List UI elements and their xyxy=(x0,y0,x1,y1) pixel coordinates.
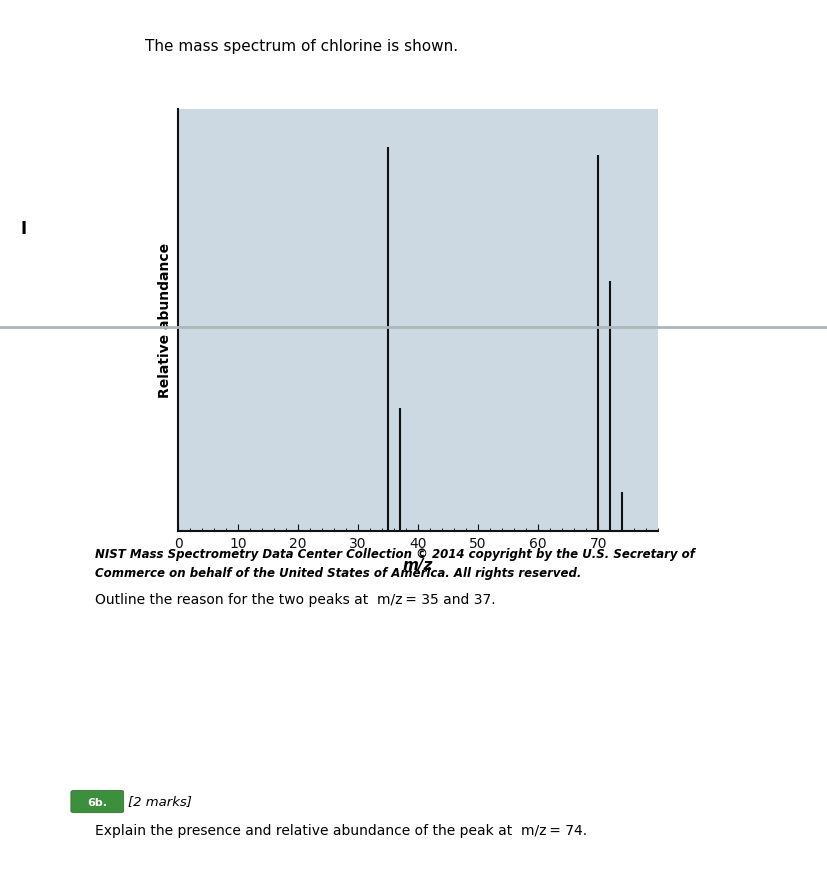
Y-axis label: Relative abundance: Relative abundance xyxy=(158,243,172,398)
Text: Outline the reason for the two peaks at  m/z = 35 and 37.: Outline the reason for the two peaks at … xyxy=(95,593,495,607)
Text: The mass spectrum of chlorine is shown.: The mass spectrum of chlorine is shown. xyxy=(145,39,457,54)
FancyBboxPatch shape xyxy=(71,790,123,813)
X-axis label: m/z: m/z xyxy=(403,557,433,572)
Text: I: I xyxy=(21,220,26,237)
Text: [2 marks]: [2 marks] xyxy=(128,795,192,807)
Text: Explain the presence and relative abundance of the peak at  m/z = 74.: Explain the presence and relative abunda… xyxy=(95,823,586,837)
Text: 6b.: 6b. xyxy=(87,796,108,807)
Text: NIST Mass Spectrometry Data Center Collection © 2014 copyright by the U.S. Secre: NIST Mass Spectrometry Data Center Colle… xyxy=(95,548,694,561)
Text: Commerce on behalf of the United States of America. All rights reserved.: Commerce on behalf of the United States … xyxy=(95,566,581,579)
